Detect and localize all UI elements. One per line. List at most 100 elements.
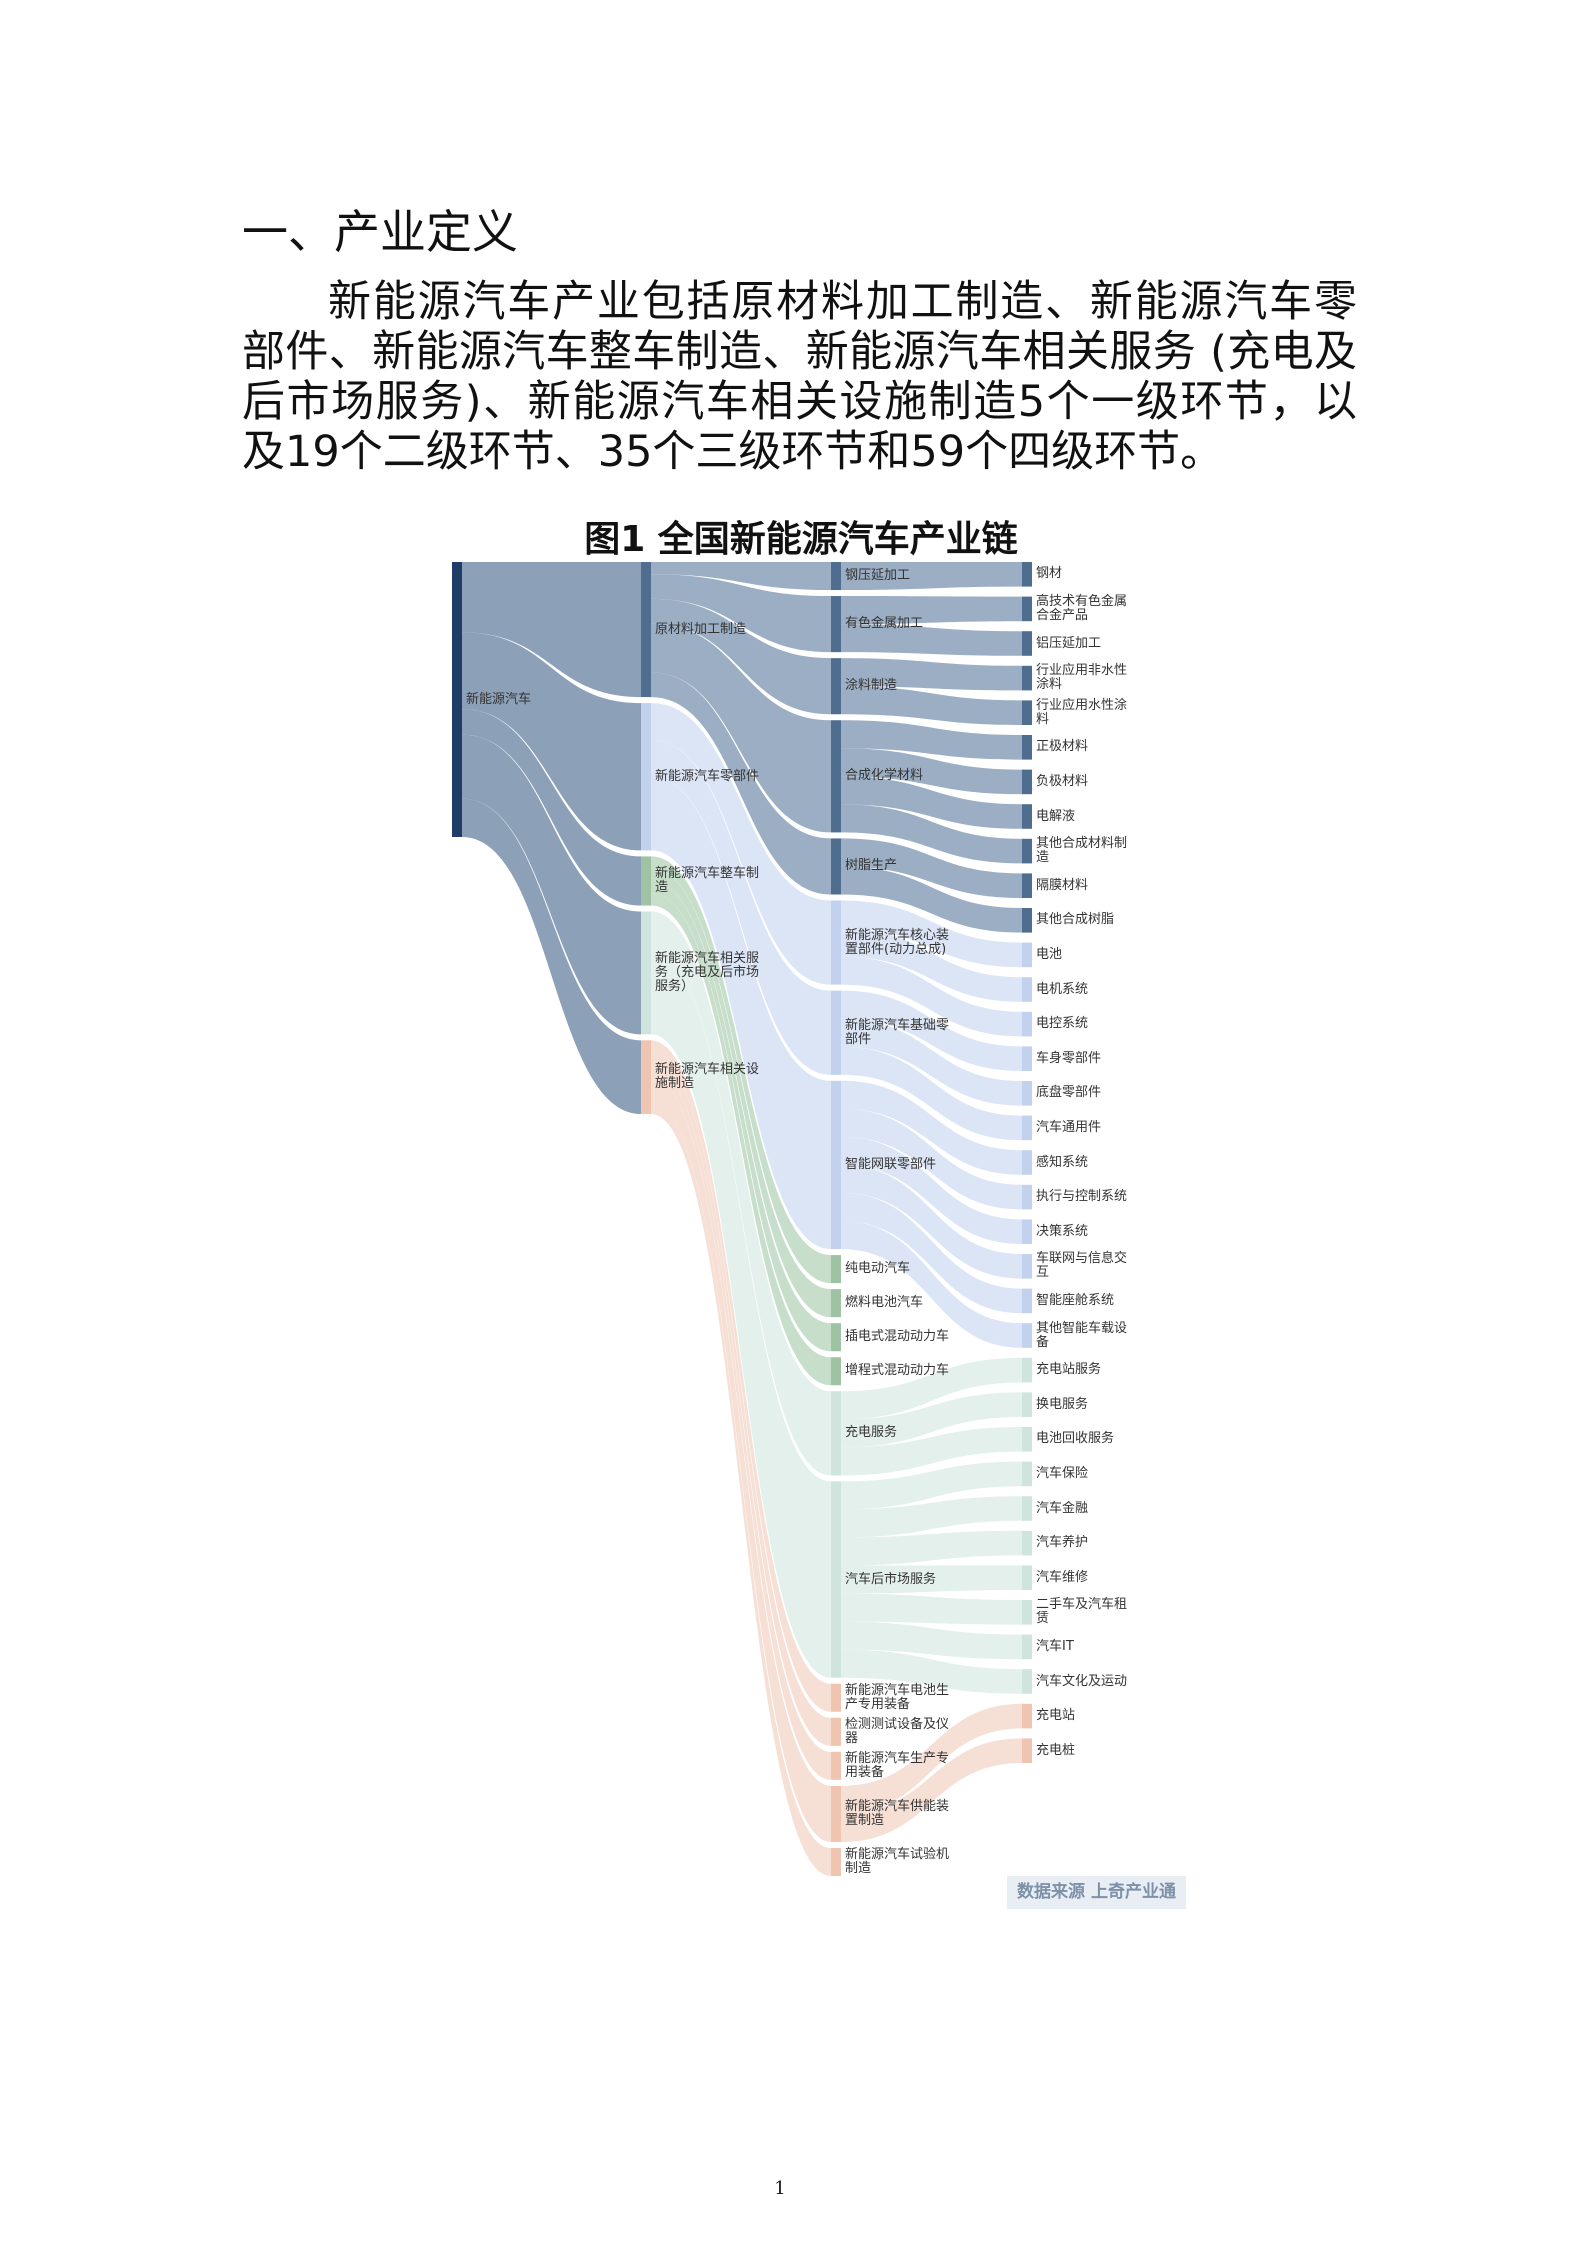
- node-label: 行业应用非水性涂料: [1036, 663, 1128, 693]
- node-label: 执行与控制系统: [1036, 1189, 1128, 1205]
- node-label: 车联网与信息交互: [1036, 1251, 1128, 1281]
- sankey-node: [1022, 1634, 1032, 1660]
- sankey-node: [1022, 1011, 1032, 1037]
- sankey-node: [1022, 1600, 1032, 1625]
- sankey-node: [1022, 1219, 1032, 1244]
- sankey-node: [1022, 1046, 1032, 1071]
- sankey-link: [651, 880, 831, 1352]
- sankey-link: [651, 893, 831, 1386]
- sankey-node: [1022, 942, 1032, 968]
- sankey-link: [841, 624, 1022, 656]
- sankey-node: [1022, 735, 1032, 760]
- node-label: 电解液: [1036, 808, 1076, 824]
- sankey-node: [1022, 908, 1032, 933]
- sankey-node: [831, 838, 841, 895]
- node-label: 感知系统: [1036, 1154, 1089, 1170]
- sankey-link: [841, 748, 1022, 795]
- sankey-link: [841, 804, 1022, 864]
- node-label: 汽车维修: [1036, 1569, 1089, 1585]
- sankey-link: [841, 776, 1022, 829]
- sankey-node: [831, 1357, 841, 1386]
- node-label: 燃料电池汽车: [845, 1295, 924, 1311]
- node-label: 新能源汽车零部件: [655, 768, 760, 784]
- sankey-node: [831, 1391, 841, 1476]
- sankey-link: [651, 911, 831, 1476]
- sankey-node: [831, 1683, 841, 1712]
- sankey-node: [831, 720, 841, 833]
- sankey-link: [841, 1392, 1022, 1448]
- sankey-node: [831, 1847, 841, 1876]
- node-label: 新能源汽车电池生产专用装备: [845, 1682, 950, 1712]
- node-label: 钢压延加工: [845, 568, 911, 584]
- sankey-node: [641, 703, 651, 851]
- sankey-node: [1022, 1254, 1032, 1279]
- node-label: 二手车及汽车租赁: [1036, 1597, 1128, 1627]
- sankey-node: [1022, 1738, 1032, 1763]
- node-label: 汽车金融: [1036, 1500, 1089, 1516]
- sankey-link: [651, 562, 831, 591]
- node-label: 决策系统: [1036, 1223, 1089, 1239]
- sankey-link: [841, 658, 1022, 691]
- node-label: 新能源汽车供能装置制造: [845, 1798, 950, 1828]
- sankey-node: [831, 900, 841, 985]
- sankey-link: [841, 900, 1022, 968]
- sankey-link: [841, 838, 1022, 898]
- sankey-node: [1022, 1150, 1032, 1175]
- node-label: 其他智能车载设备: [1036, 1320, 1128, 1350]
- sankey-link: [841, 866, 1022, 933]
- sankey-link: [651, 1052, 831, 1746]
- sankey-node: [1022, 1357, 1032, 1383]
- sankey-link: [841, 1738, 1022, 1842]
- node-label: 有色金属加工: [845, 616, 924, 632]
- data-source: 数据来源 上奇产业通: [1007, 1876, 1186, 1909]
- node-label: 原材料加工制造: [655, 621, 747, 637]
- sankey-node: [1022, 804, 1032, 829]
- node-label: 其他合成树脂: [1036, 912, 1115, 928]
- sankey-link: [651, 623, 831, 833]
- sankey-node: [1022, 562, 1032, 587]
- sankey-link: [651, 856, 831, 1284]
- sankey-node: [1022, 1288, 1032, 1314]
- node-label: 电池: [1036, 946, 1063, 962]
- node-label: 新能源汽车相关设施制造: [655, 1062, 760, 1092]
- node-label: 钢材: [1036, 566, 1063, 582]
- sankey-node: [831, 1080, 841, 1250]
- node-label: 汽车保险: [1036, 1465, 1089, 1481]
- sankey-link: [841, 1593, 1022, 1625]
- sankey-node: [1022, 1461, 1032, 1487]
- sankey-link: [841, 1046, 1022, 1141]
- sankey-link: [651, 1077, 831, 1842]
- node-label: 车身零部件: [1036, 1050, 1102, 1066]
- sankey-node: [641, 1040, 651, 1114]
- node-label: 换电服务: [1036, 1396, 1089, 1412]
- node-label: 新能源汽车: [466, 691, 532, 707]
- node-label: 汽车养护: [1036, 1535, 1089, 1551]
- sankey-node: [831, 1289, 841, 1318]
- sankey-link: [841, 1080, 1022, 1175]
- sankey-link: [841, 596, 1022, 625]
- sankey-node: [1022, 1530, 1032, 1556]
- node-label: 插电式混动动力车: [845, 1329, 950, 1345]
- sankey-node: [1022, 596, 1032, 622]
- sankey-node: [831, 1751, 841, 1780]
- sankey-node: [831, 658, 841, 715]
- sankey-node: [831, 1785, 841, 1842]
- sankey-link: [841, 990, 1022, 1071]
- node-label: 新能源汽车生产专用装备: [845, 1750, 950, 1780]
- node-label: 新能源汽车试验机制造: [845, 1846, 950, 1876]
- sankey-link: [651, 1040, 831, 1712]
- sankey-node: [1022, 769, 1032, 795]
- sankey-node: [1022, 873, 1032, 898]
- sankey-node: [831, 562, 841, 591]
- sankey-link: [841, 1649, 1022, 1694]
- sankey-link: [841, 1461, 1022, 1510]
- node-label: 隔膜材料: [1036, 877, 1089, 893]
- sankey-node: [831, 990, 841, 1075]
- node-label: 电机系统: [1036, 981, 1089, 997]
- node-label: 智能网联零部件: [845, 1156, 937, 1172]
- node-label: 电控系统: [1036, 1016, 1089, 1032]
- sankey-link: [462, 709, 641, 906]
- sankey-node: [641, 562, 651, 698]
- node-label: 负极材料: [1036, 773, 1089, 789]
